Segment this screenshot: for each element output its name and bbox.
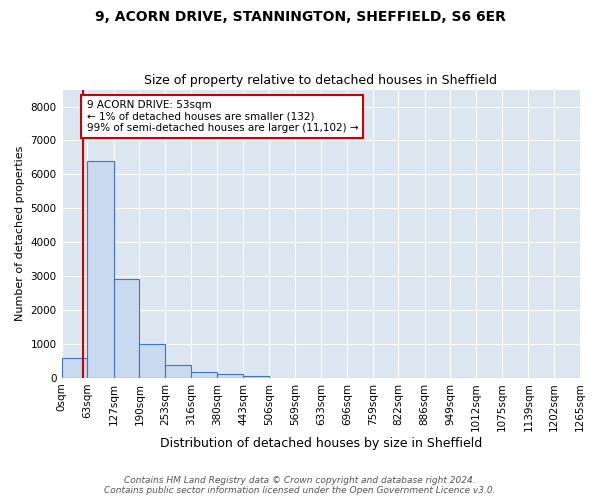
- Bar: [191, 372, 217, 378]
- Bar: [113, 280, 139, 378]
- Bar: [243, 376, 269, 378]
- Bar: [62, 358, 88, 378]
- Bar: [139, 344, 165, 378]
- Text: 9, ACORN DRIVE, STANNINGTON, SHEFFIELD, S6 6ER: 9, ACORN DRIVE, STANNINGTON, SHEFFIELD, …: [95, 10, 505, 24]
- Y-axis label: Number of detached properties: Number of detached properties: [15, 146, 25, 322]
- Text: 9 ACORN DRIVE: 53sqm
← 1% of detached houses are smaller (132)
99% of semi-detac: 9 ACORN DRIVE: 53sqm ← 1% of detached ho…: [86, 100, 358, 133]
- Bar: [88, 162, 113, 378]
- Title: Size of property relative to detached houses in Sheffield: Size of property relative to detached ho…: [144, 74, 497, 87]
- X-axis label: Distribution of detached houses by size in Sheffield: Distribution of detached houses by size …: [160, 437, 482, 450]
- Bar: [217, 374, 243, 378]
- Text: Contains HM Land Registry data © Crown copyright and database right 2024.
Contai: Contains HM Land Registry data © Crown c…: [104, 476, 496, 495]
- Bar: [165, 366, 191, 378]
